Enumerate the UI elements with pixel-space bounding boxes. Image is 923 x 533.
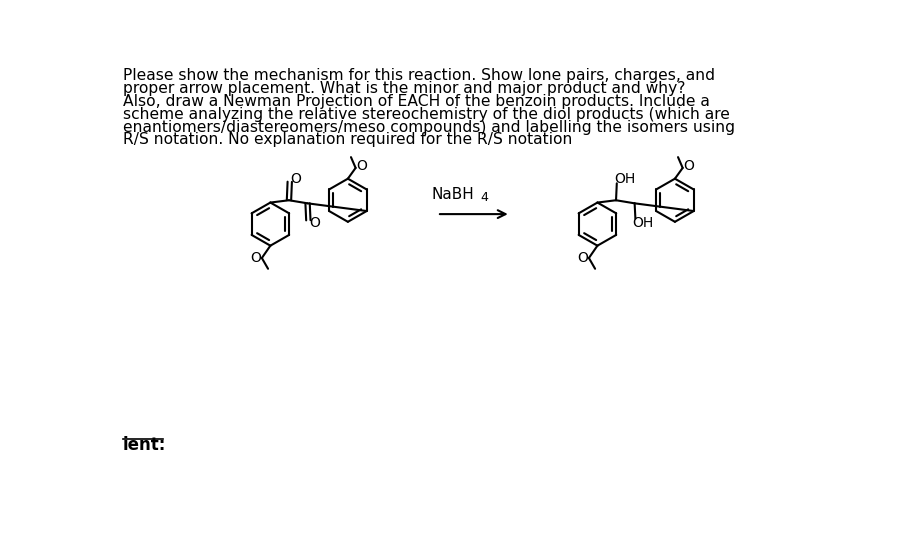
Text: O: O — [356, 159, 367, 173]
Text: scheme analyzing the relative stereochemistry of the diol products (which are: scheme analyzing the relative stereochem… — [123, 107, 730, 122]
Text: OH: OH — [632, 215, 653, 230]
Text: enantiomers/diastereomers/meso compounds) and labelling the isomers using: enantiomers/diastereomers/meso compounds… — [123, 119, 735, 134]
Text: O: O — [309, 216, 320, 230]
Text: 4: 4 — [481, 191, 488, 204]
Text: ient:: ient: — [123, 436, 166, 454]
Text: Also, draw a Newman Projection of EACH of the benzoin products. Include a: Also, draw a Newman Projection of EACH o… — [123, 94, 710, 109]
Text: O: O — [683, 159, 694, 173]
Text: NaBH: NaBH — [431, 187, 473, 202]
Text: O: O — [291, 172, 302, 185]
Text: Please show the mechanism for this reaction. Show lone pairs, charges, and: Please show the mechanism for this react… — [123, 68, 715, 83]
Text: OH: OH — [614, 173, 635, 187]
Text: proper arrow placement. What is the minor and major product and why?: proper arrow placement. What is the mino… — [123, 80, 686, 96]
Text: O: O — [577, 251, 588, 265]
Text: O: O — [250, 251, 261, 265]
Text: R/S notation. No explanation required for the R/S notation: R/S notation. No explanation required fo… — [123, 133, 572, 148]
